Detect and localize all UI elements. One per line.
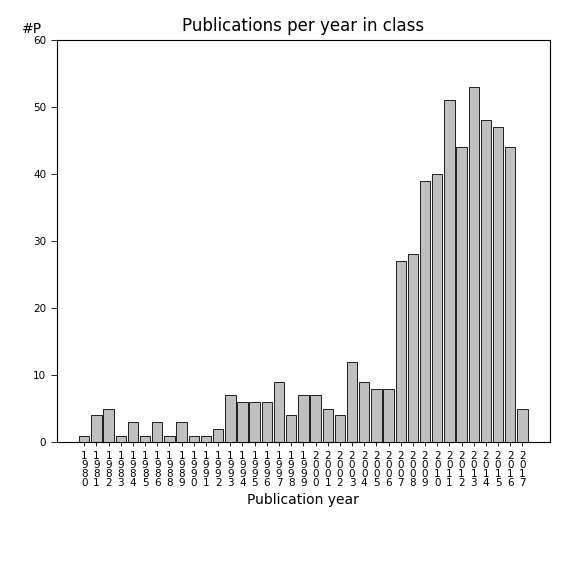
Bar [225, 395, 235, 442]
Bar [238, 402, 248, 442]
Bar [517, 409, 527, 442]
Bar [444, 100, 455, 442]
Bar [213, 429, 223, 442]
Bar [335, 416, 345, 442]
Bar [298, 395, 308, 442]
Bar [323, 409, 333, 442]
Bar [140, 435, 150, 442]
Bar [468, 87, 479, 442]
Bar [116, 435, 126, 442]
Bar [505, 147, 515, 442]
X-axis label: Publication year: Publication year [247, 493, 359, 507]
Bar [249, 402, 260, 442]
Bar [103, 409, 114, 442]
Bar [347, 362, 357, 442]
Bar [164, 435, 175, 442]
Bar [201, 435, 211, 442]
Bar [359, 382, 369, 442]
Bar [261, 402, 272, 442]
Bar [371, 388, 382, 442]
Bar [91, 416, 101, 442]
Bar [310, 395, 321, 442]
Bar [408, 255, 418, 442]
Bar [383, 388, 393, 442]
Bar [128, 422, 138, 442]
Bar [456, 147, 467, 442]
Bar [420, 180, 430, 442]
Text: #P: #P [22, 22, 43, 36]
Bar [493, 127, 503, 442]
Title: Publications per year in class: Publications per year in class [182, 18, 425, 35]
Bar [152, 422, 163, 442]
Bar [432, 174, 442, 442]
Bar [481, 120, 491, 442]
Bar [396, 261, 406, 442]
Bar [274, 382, 284, 442]
Bar [286, 416, 297, 442]
Bar [176, 422, 187, 442]
Bar [189, 435, 199, 442]
Bar [79, 435, 90, 442]
